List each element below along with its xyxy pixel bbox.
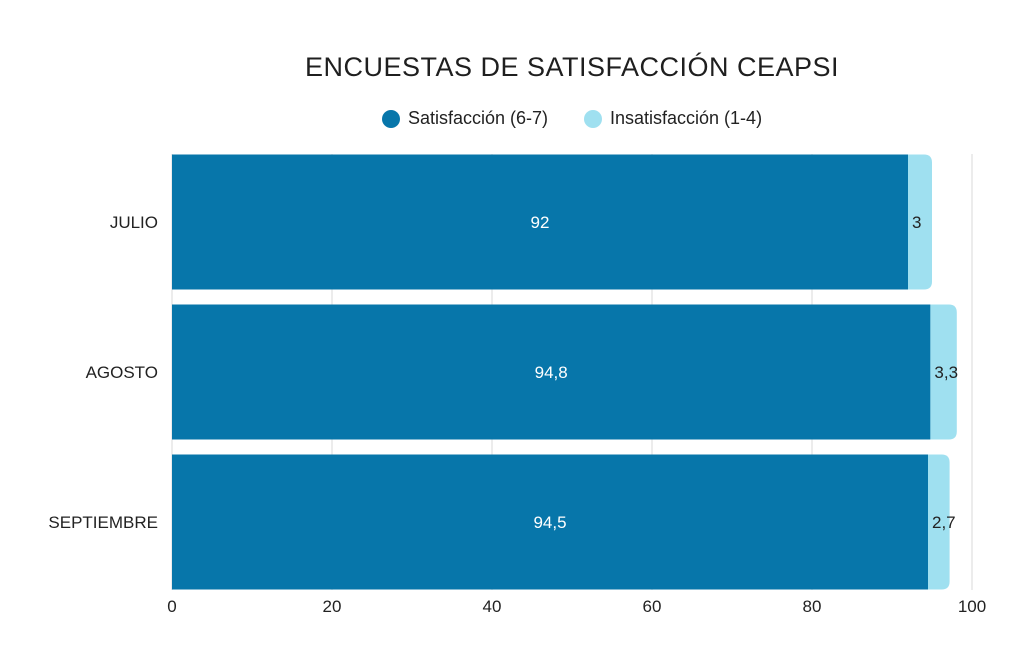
legend-label-insatisfaccion: Insatisfacción (1-4)	[610, 108, 763, 128]
x-tick-label-40: 40	[483, 597, 502, 616]
category-label-septiembre: SEPTIEMBRE	[48, 513, 158, 532]
bar-agosto-series-1	[930, 304, 957, 440]
data-label-agosto-series-0: 94,8	[535, 363, 568, 382]
x-tick-label-60: 60	[643, 597, 662, 616]
bar-septiembre-series-1	[928, 454, 950, 590]
x-tick-label-80: 80	[803, 597, 822, 616]
legend-item-satisfaccion: Satisfacción (6-7)	[381, 108, 548, 129]
bar-agosto-series-0	[172, 304, 931, 440]
data-label-julio-series-0: 92	[531, 213, 550, 232]
bar-julio-series-0	[172, 154, 908, 290]
data-label-agosto-series-1: 3,3	[934, 363, 958, 382]
legend-swatch-satisfaccion	[381, 109, 400, 128]
legend-label-satisfaccion: Satisfacción (6-7)	[407, 108, 548, 128]
chart-title: ENCUESTAS DE SATISFACCIÓN CEAPSI	[304, 52, 840, 82]
legend-item-insatisfaccion: Insatisfacción (1-4)	[584, 108, 762, 129]
x-tick-label-20: 20	[323, 597, 342, 616]
category-label-julio: JULIO	[110, 213, 158, 232]
category-label-agosto: AGOSTO	[86, 363, 158, 382]
data-label-septiembre-series-1: 2,7	[932, 513, 956, 532]
bar-septiembre-series-0	[172, 454, 928, 590]
data-label-julio-series-1: 3	[912, 213, 921, 232]
data-label-septiembre-series-0: 94,5	[533, 513, 566, 532]
x-tick-label-0: 0	[167, 597, 176, 616]
x-tick-label-100: 100	[958, 597, 986, 616]
legend: Satisfacción (6-7) Insatisfacción (1-4)	[0, 108, 1024, 129]
bar-julio-series-1	[908, 154, 932, 290]
legend-swatch-insatisfaccion	[584, 109, 602, 128]
